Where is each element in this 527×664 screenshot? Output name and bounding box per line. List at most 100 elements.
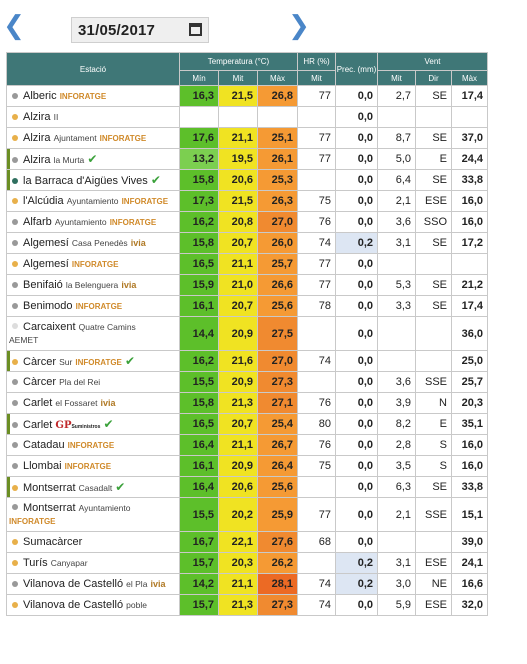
temp-max-cell: 26,0 [257, 232, 298, 254]
calendar-icon[interactable] [189, 23, 202, 36]
station-name[interactable]: Carlet [23, 397, 53, 409]
inforatge-logo: INFORATGE [75, 302, 123, 311]
wind-mit-cell: 3,0 [377, 573, 416, 595]
stations-table: Estació Temperatura (°C) HR (%) Prec. (m… [6, 52, 488, 616]
table-row[interactable]: Turís Canyapar 15,7 20,3 26,2 0,2 3,1 ESE 24,1 [6, 552, 488, 574]
temp-min-cell: 14,2 [179, 573, 219, 595]
precipitation-cell: 0,0 [335, 106, 378, 128]
temp-max-cell: 25,3 [257, 169, 298, 191]
table-row[interactable]: Carlet GPSuministros ✔ 16,5 20,7 25,4 80 0,0 8… [6, 413, 488, 435]
precipitation-cell: 0,0 [335, 148, 378, 170]
station-name[interactable]: Alzira [23, 132, 51, 144]
station-cell[interactable]: Catadau INFORATGE [6, 434, 180, 456]
station-name[interactable]: Algemesí [23, 258, 69, 270]
station-name[interactable]: Alfarb [23, 216, 52, 228]
station-cell[interactable]: Alzira la Murta ✔ [6, 148, 180, 170]
table-row[interactable]: Alzira II 0,0 [6, 106, 488, 128]
table-row[interactable]: Benifaió la Belenguera ivia 15,9 21,0 26,6… [6, 274, 488, 296]
station-cell[interactable]: Vilanova de Castelló el Pla ivia [6, 573, 180, 595]
table-row[interactable]: Montserrat Ayuntamiento INFORATGE 15,5 20,… [6, 497, 488, 532]
date-input[interactable]: 31/05/2017 [71, 17, 209, 43]
table-row[interactable]: la Barraca d'Aigües Vives ✔ 15,8 20,6 25,3 0… [6, 169, 488, 191]
station-cell[interactable]: Carlet el Fossaret ivia [6, 392, 180, 414]
table-row[interactable]: Algemesí Casa Penedès ivia 15,8 20,7 26,0 7… [6, 232, 488, 254]
header-temp-max: Màx [257, 70, 298, 86]
station-name[interactable]: Vilanova de Castelló [23, 578, 124, 590]
station-name[interactable]: Benifaió [23, 279, 63, 291]
table-row[interactable]: Alfarb Ayuntamiento INFORATGE 16,2 20,8 27… [6, 211, 488, 233]
station-name[interactable]: Montserrat [23, 501, 76, 514]
station-status-dot [12, 302, 18, 309]
station-name[interactable]: Benimodo [23, 300, 73, 312]
station-cell[interactable]: Turís Canyapar [6, 552, 180, 574]
station-cell[interactable]: Algemesí Casa Penedès ivia [6, 232, 180, 254]
table-row[interactable]: Alberic INFORATGE 16,3 21,5 26,8 77 0,0 2,7 SE… [6, 85, 488, 107]
table-row[interactable]: Càrcer Sur INFORATGE ✔ 16,2 21,6 27,0 74 0,0 2… [6, 350, 488, 372]
station-name[interactable]: Catadau [23, 439, 65, 451]
table-row[interactable]: Vilanova de Castelló poble 15,7 21,3 27,3 7… [6, 594, 488, 616]
humidity-cell [297, 371, 336, 393]
table-row[interactable]: Catadau INFORATGE 16,4 21,1 26,7 76 0,0 2,8 S 1… [6, 434, 488, 456]
station-cell[interactable]: Alberic INFORATGE [6, 85, 180, 107]
station-cell[interactable]: Montserrat Casadalt ✔ [6, 476, 180, 498]
station-name[interactable]: Alzira [23, 154, 51, 166]
temp-min-cell: 16,2 [179, 350, 219, 372]
temp-max-cell: 25,9 [257, 497, 298, 532]
station-name[interactable]: Càrcer [23, 356, 57, 368]
station-name[interactable]: Sumacàrcer [23, 536, 83, 548]
temp-min-cell: 14,4 [179, 316, 219, 351]
table-row[interactable]: Vilanova de Castelló el Pla ivia 14,2 21,… [6, 573, 488, 595]
table-row[interactable]: Benimodo INFORATGE 16,1 20,7 25,6 78 0,0 3,3 S… [6, 295, 488, 317]
wind-max-cell: 37,0 [451, 127, 488, 149]
previous-day-arrow-icon[interactable]: ❮ [3, 11, 25, 41]
temp-min-cell: 17,3 [179, 190, 219, 212]
table-row[interactable]: Llombai INFORATGE 16,1 20,9 26,4 75 0,0 3,5 S 1… [6, 455, 488, 477]
station-name[interactable]: Montserrat [23, 482, 76, 494]
station-name[interactable]: Alzira [23, 111, 51, 123]
station-cell[interactable]: Carcaixent Quatre Camins AEMET [6, 316, 180, 351]
station-cell[interactable]: Llombai INFORATGE [6, 455, 180, 477]
station-cell[interactable]: Sumacàrcer [6, 531, 180, 553]
table-row[interactable]: Alzira la Murta ✔ 13,2 19,5 26,1 77 0,0 5,0 E 24… [6, 148, 488, 170]
wind-mit-cell: 3,6 [377, 371, 416, 393]
precipitation-cell: 0,0 [335, 316, 378, 351]
station-status-dot [12, 323, 18, 330]
station-name[interactable]: Turís [23, 557, 48, 569]
station-name[interactable]: Carlet [23, 419, 53, 431]
precipitation-cell: 0,0 [335, 211, 378, 233]
station-cell[interactable]: la Barraca d'Aigües Vives ✔ [6, 169, 180, 191]
station-cell[interactable]: Benifaió la Belenguera ivia [6, 274, 180, 296]
next-day-arrow-icon[interactable]: ❯ [288, 11, 310, 41]
table-row[interactable]: Carcaixent Quatre Camins AEMET 14,4 20,9 27… [6, 316, 488, 351]
table-row[interactable]: Càrcer Pla del Rei 15,5 20,9 27,3 0,0 3,6 SSE… [6, 371, 488, 393]
table-row[interactable]: Montserrat Casadalt ✔ 16,4 20,6 25,6 0,0 6,3 S… [6, 476, 488, 498]
station-cell[interactable]: Alzira Ajuntament INFORATGE [6, 127, 180, 149]
station-marker-bar [7, 149, 10, 169]
station-cell[interactable]: Algemesí INFORATGE [6, 253, 180, 275]
table-row[interactable]: Alzira Ajuntament INFORATGE 17,6 21,1 25,1… [6, 127, 488, 149]
station-name[interactable]: Càrcer [23, 376, 57, 388]
station-cell[interactable]: Carlet GPSuministros ✔ [6, 413, 180, 435]
station-cell[interactable]: Alfarb Ayuntamiento INFORATGE [6, 211, 180, 233]
station-cell[interactable]: Càrcer Sur INFORATGE ✔ [6, 350, 180, 372]
temp-max-cell: 26,6 [257, 274, 298, 296]
station-name[interactable]: Llombai [23, 460, 62, 472]
temp-max-cell: 27,5 [257, 316, 298, 351]
station-name[interactable]: Carcaixent [23, 320, 76, 333]
table-row[interactable]: Algemesí INFORATGE 16,5 21,1 25,7 77 0,0 [6, 253, 488, 275]
table-row[interactable]: Sumacàrcer 16,7 22,1 27,6 68 0,0 39,0 [6, 531, 488, 553]
station-name[interactable]: Vilanova de Castelló [23, 599, 124, 611]
station-cell[interactable]: Benimodo INFORATGE [6, 295, 180, 317]
station-cell[interactable]: Càrcer Pla del Rei [6, 371, 180, 393]
station-cell[interactable]: l'Alcúdia Ayuntamiento INFORATGE [6, 190, 180, 212]
table-row[interactable]: l'Alcúdia Ayuntamiento INFORATGE 17,3 21,… [6, 190, 488, 212]
station-location: Casadalt [78, 483, 113, 493]
table-row[interactable]: Carlet el Fossaret ivia 15,8 21,3 27,1 76 0,… [6, 392, 488, 414]
station-name[interactable]: Algemesí [23, 237, 69, 249]
station-name[interactable]: la Barraca d'Aigües Vives [23, 175, 148, 187]
station-cell[interactable]: Vilanova de Castelló poble [6, 594, 180, 616]
station-name[interactable]: Alberic [23, 90, 57, 102]
station-name[interactable]: l'Alcúdia [23, 195, 64, 207]
station-cell[interactable]: Alzira II [6, 106, 180, 128]
station-cell[interactable]: Montserrat Ayuntamiento INFORATGE [6, 497, 180, 532]
